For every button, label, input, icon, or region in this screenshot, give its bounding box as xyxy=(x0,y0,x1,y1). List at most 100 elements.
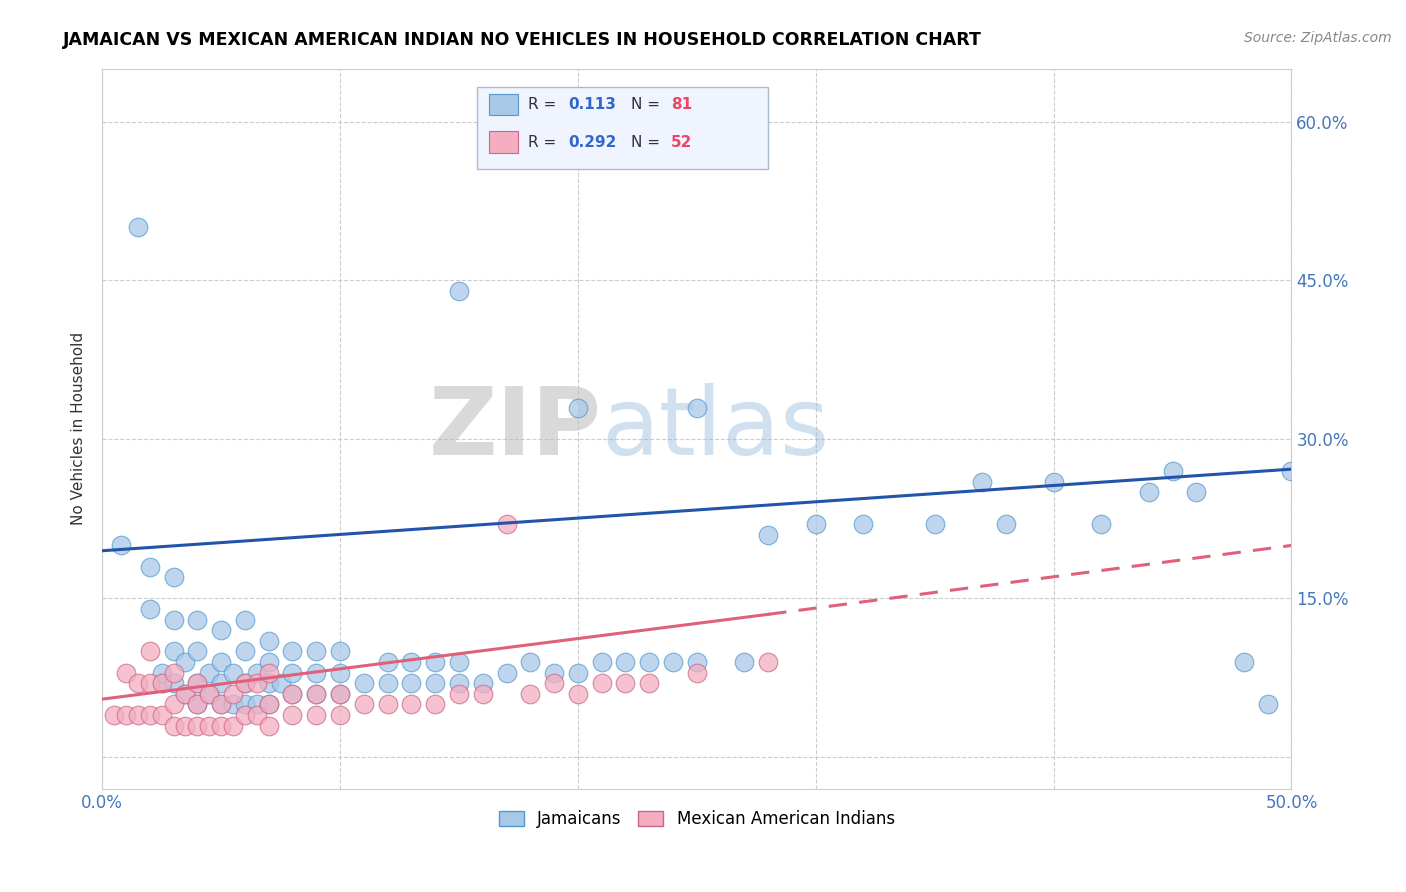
Point xyxy=(222,718,245,732)
Y-axis label: No Vehicles in Household: No Vehicles in Household xyxy=(72,333,86,525)
Point xyxy=(305,687,328,701)
Point xyxy=(495,517,517,532)
Point xyxy=(543,665,565,680)
Point xyxy=(257,665,280,680)
Point xyxy=(186,676,208,690)
Point xyxy=(186,698,208,712)
Point xyxy=(186,644,208,658)
Text: R =: R = xyxy=(529,135,561,150)
Point xyxy=(139,559,162,574)
Point xyxy=(756,655,779,669)
Point xyxy=(1042,475,1064,489)
Point xyxy=(233,698,256,712)
Text: 52: 52 xyxy=(671,135,692,150)
Point xyxy=(567,687,589,701)
Point xyxy=(186,698,208,712)
Point xyxy=(222,687,245,701)
Point xyxy=(329,708,352,723)
Point xyxy=(281,687,304,701)
Point xyxy=(103,708,125,723)
Point xyxy=(222,665,245,680)
Point xyxy=(591,655,613,669)
Point xyxy=(329,687,352,701)
Text: 81: 81 xyxy=(671,97,692,112)
Point xyxy=(115,665,138,680)
Text: N =: N = xyxy=(631,135,665,150)
Point xyxy=(353,676,375,690)
Point xyxy=(567,401,589,415)
Point xyxy=(174,687,197,701)
Point xyxy=(519,687,541,701)
Point xyxy=(425,655,447,669)
Point xyxy=(401,698,423,712)
Text: R =: R = xyxy=(529,97,561,112)
Point xyxy=(198,718,221,732)
Point xyxy=(246,698,269,712)
Point xyxy=(425,676,447,690)
Point xyxy=(139,644,162,658)
Point xyxy=(995,517,1018,532)
Point xyxy=(209,624,232,638)
Point xyxy=(186,718,208,732)
Point xyxy=(401,676,423,690)
Point xyxy=(127,676,149,690)
Point xyxy=(281,644,304,658)
Point xyxy=(222,698,245,712)
Point xyxy=(246,665,269,680)
Point xyxy=(377,698,399,712)
Point xyxy=(246,708,269,723)
Point xyxy=(233,708,256,723)
Point xyxy=(543,676,565,690)
Point xyxy=(281,665,304,680)
Point xyxy=(377,655,399,669)
Point xyxy=(198,687,221,701)
Point xyxy=(1281,464,1303,478)
Point xyxy=(150,665,173,680)
Point xyxy=(1161,464,1184,478)
Point xyxy=(233,644,256,658)
Point xyxy=(115,708,138,723)
Text: JAMAICAN VS MEXICAN AMERICAN INDIAN NO VEHICLES IN HOUSEHOLD CORRELATION CHART: JAMAICAN VS MEXICAN AMERICAN INDIAN NO V… xyxy=(63,31,983,49)
Point xyxy=(162,644,184,658)
Text: N =: N = xyxy=(631,97,665,112)
Point xyxy=(804,517,827,532)
Point xyxy=(353,698,375,712)
Point xyxy=(401,655,423,669)
Point xyxy=(1233,655,1256,669)
Point xyxy=(1137,485,1160,500)
Point xyxy=(756,528,779,542)
Point xyxy=(186,676,208,690)
Point xyxy=(471,676,494,690)
Text: Source: ZipAtlas.com: Source: ZipAtlas.com xyxy=(1244,31,1392,45)
Point xyxy=(972,475,994,489)
Point xyxy=(257,698,280,712)
Point xyxy=(447,676,470,690)
Point xyxy=(686,655,709,669)
Point xyxy=(1257,698,1279,712)
Point xyxy=(233,676,256,690)
Point xyxy=(686,665,709,680)
Point xyxy=(495,665,517,680)
Point xyxy=(924,517,946,532)
Point xyxy=(174,718,197,732)
Point xyxy=(281,687,304,701)
Point xyxy=(209,698,232,712)
Point xyxy=(257,633,280,648)
Point xyxy=(209,698,232,712)
Text: atlas: atlas xyxy=(602,383,830,475)
Point xyxy=(686,401,709,415)
Point xyxy=(471,687,494,701)
Point xyxy=(150,708,173,723)
Point xyxy=(198,687,221,701)
Point xyxy=(281,708,304,723)
Point xyxy=(174,655,197,669)
Point xyxy=(233,613,256,627)
Point xyxy=(257,655,280,669)
Point xyxy=(162,718,184,732)
Point xyxy=(209,676,232,690)
Point xyxy=(257,698,280,712)
Point xyxy=(127,708,149,723)
Point xyxy=(614,655,637,669)
Text: 0.292: 0.292 xyxy=(568,135,617,150)
Point xyxy=(246,676,269,690)
